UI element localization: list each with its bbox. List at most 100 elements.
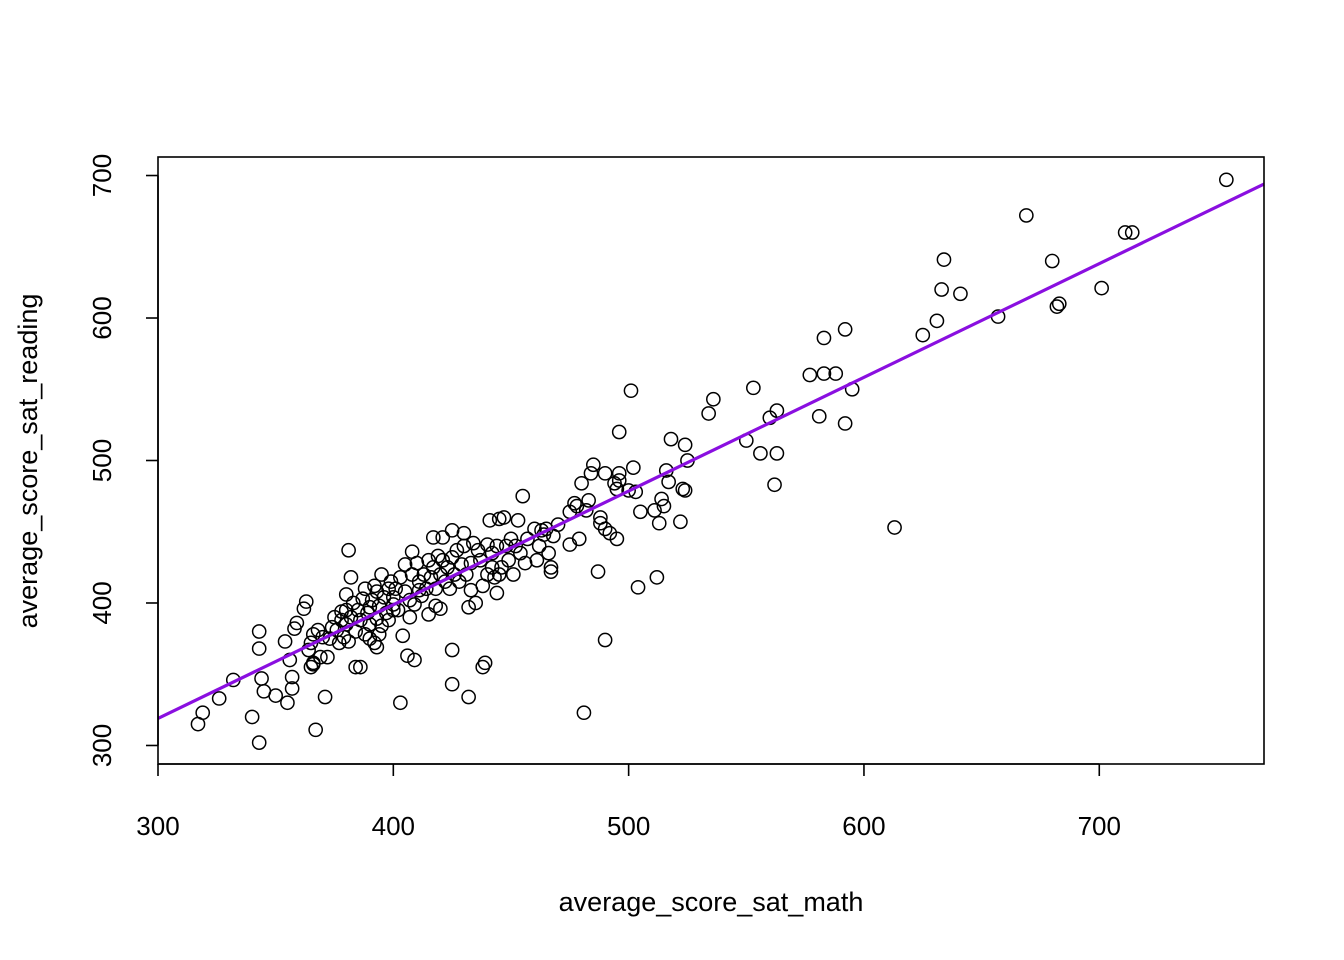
data-point — [590, 564, 606, 579]
data-point — [1218, 172, 1234, 188]
data-point — [416, 567, 432, 582]
data-point — [244, 709, 260, 725]
data-point — [1124, 225, 1140, 240]
data-point — [611, 465, 627, 481]
data-point — [828, 366, 844, 381]
data-point — [675, 481, 691, 497]
data-point — [529, 552, 545, 568]
data-point — [320, 649, 335, 665]
data-point — [334, 612, 349, 628]
data-point — [480, 567, 495, 582]
data-point — [195, 705, 211, 721]
data-point — [609, 531, 625, 547]
data-point — [402, 609, 418, 625]
data-point — [289, 615, 305, 631]
data-point — [505, 567, 521, 582]
data-point — [1044, 253, 1060, 269]
data-point — [811, 408, 827, 424]
data-point — [317, 689, 333, 705]
data-point — [447, 567, 462, 582]
data-point — [578, 503, 594, 518]
data-point — [435, 530, 451, 545]
data-point — [407, 652, 422, 668]
data-point — [508, 538, 524, 554]
data-point — [1117, 225, 1133, 240]
data-point — [348, 659, 364, 675]
data-point — [461, 599, 476, 615]
x-tick-label: 500 — [607, 811, 650, 841]
data-point — [769, 403, 785, 418]
data-point — [647, 503, 662, 518]
data-point — [444, 642, 460, 658]
data-point — [341, 634, 356, 649]
data-point — [381, 612, 396, 628]
data-point — [393, 695, 408, 711]
data-point — [753, 446, 768, 461]
data-point — [501, 552, 516, 568]
data-point — [374, 567, 389, 582]
data-point — [280, 695, 295, 711]
data-point — [1051, 296, 1067, 312]
x-tick-label: 700 — [1078, 811, 1121, 841]
x-tick-label: 600 — [842, 811, 885, 841]
data-point — [449, 542, 465, 558]
data-point — [597, 465, 613, 481]
data-point — [357, 626, 373, 642]
data-point — [482, 512, 498, 528]
data-point — [597, 521, 613, 537]
x-axis: 300 400 500 600 700 — [136, 763, 1121, 841]
data-point — [277, 634, 293, 649]
y-tick-label: 500 — [87, 439, 117, 482]
data-point — [816, 330, 832, 346]
data-point — [397, 557, 413, 572]
data-point — [583, 465, 599, 481]
y-axis: 300 400 500 600 700 — [87, 154, 159, 767]
data-point — [435, 552, 451, 568]
data-point — [576, 705, 592, 721]
data-point — [934, 282, 949, 297]
y-tick-label: 400 — [87, 581, 117, 624]
data-point — [433, 601, 448, 617]
data-point — [489, 538, 505, 554]
data-point — [296, 601, 312, 617]
data-point — [769, 446, 785, 461]
data-point — [211, 691, 227, 706]
data-point — [268, 688, 284, 703]
data-point — [816, 366, 832, 381]
data-point — [520, 531, 535, 547]
data-point — [633, 504, 648, 520]
data-point — [654, 491, 669, 507]
data-point — [1018, 208, 1034, 223]
data-point — [543, 564, 559, 579]
data-point — [442, 581, 458, 597]
data-point — [550, 517, 566, 532]
data-point — [625, 460, 641, 475]
data-point — [887, 520, 902, 535]
data-point — [569, 498, 585, 514]
data-point — [496, 510, 512, 525]
data-point — [953, 286, 968, 302]
data-point — [251, 624, 267, 639]
y-axis-title: average_score_sat_reading — [13, 294, 43, 629]
data-point — [353, 659, 368, 675]
data-point — [651, 515, 667, 531]
data-point — [305, 626, 321, 642]
y-tick-label: 600 — [87, 296, 117, 339]
data-point — [313, 649, 328, 665]
data-point — [701, 406, 716, 421]
data-point — [571, 531, 587, 547]
data-point — [746, 380, 761, 396]
data-point — [567, 495, 582, 511]
data-point — [477, 655, 493, 671]
data-point — [611, 424, 627, 440]
y-tick-label: 300 — [87, 724, 117, 767]
data-point — [621, 483, 636, 498]
data-point — [630, 579, 646, 595]
data-point — [503, 531, 519, 547]
data-point — [611, 473, 627, 488]
data-point — [381, 581, 396, 597]
data-point — [345, 595, 361, 611]
data-point — [623, 383, 639, 399]
data-point — [513, 545, 528, 561]
data-point — [430, 548, 446, 564]
